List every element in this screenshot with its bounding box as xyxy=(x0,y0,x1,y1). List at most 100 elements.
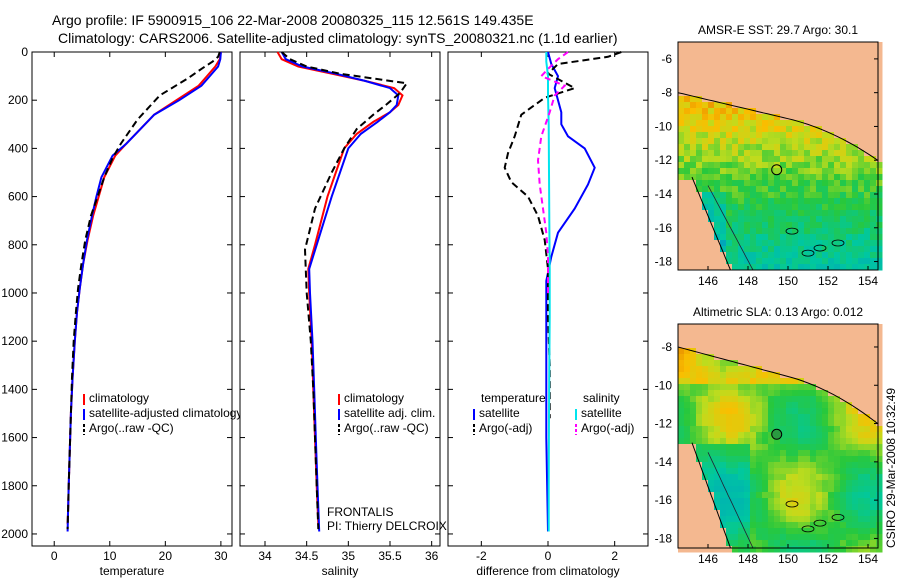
map-cell xyxy=(822,504,829,511)
map-cell xyxy=(864,258,871,265)
pi-name-label: PI: Thierry DELCROIX xyxy=(327,519,447,533)
map-cell xyxy=(726,252,733,259)
map-cell xyxy=(786,366,793,373)
map-cell xyxy=(822,444,829,451)
map-cell xyxy=(816,396,823,403)
map-cell xyxy=(684,408,691,415)
map-cell xyxy=(768,144,775,151)
map-cell xyxy=(684,468,691,475)
map-cell xyxy=(846,120,853,127)
map-cell xyxy=(822,426,829,433)
map-cell xyxy=(876,108,883,115)
x-tick-label: 34 xyxy=(258,549,272,563)
map-cell xyxy=(798,438,805,445)
map-cell xyxy=(810,456,817,463)
map-cell xyxy=(804,546,811,553)
map-cell xyxy=(822,252,829,259)
map-cell xyxy=(708,168,715,175)
series-line-salinity-argo-adj- xyxy=(536,51,569,293)
map-cell xyxy=(732,396,739,403)
map-cell xyxy=(774,138,781,145)
map-cell xyxy=(726,114,733,121)
map-cell xyxy=(834,534,841,541)
map-cell xyxy=(738,456,745,463)
map-cell xyxy=(786,330,793,337)
map-cell xyxy=(762,408,769,415)
map-cell xyxy=(798,72,805,79)
map-cell xyxy=(834,198,841,205)
map-cell xyxy=(870,510,877,517)
map-cell xyxy=(720,168,727,175)
map-cell xyxy=(768,78,775,85)
map-cell xyxy=(762,102,769,109)
map-cell xyxy=(720,426,727,433)
legend-label-argo: Argo(..raw -QC) xyxy=(89,421,174,435)
map-cell xyxy=(822,348,829,355)
map-cell xyxy=(756,504,763,511)
map-cell xyxy=(798,120,805,127)
map-cell xyxy=(714,444,721,451)
map-cell xyxy=(876,150,883,157)
map-cell xyxy=(756,384,763,391)
map-cell xyxy=(798,534,805,541)
map-cell xyxy=(804,444,811,451)
map-cell xyxy=(726,180,733,187)
map-cell xyxy=(780,366,787,373)
map-cell xyxy=(792,474,799,481)
map-cell xyxy=(732,144,739,151)
map-cell xyxy=(726,468,733,475)
map-cell xyxy=(690,504,697,511)
map-cell xyxy=(744,414,751,421)
map-cell xyxy=(738,378,745,385)
map-cell xyxy=(858,390,865,397)
map-cell xyxy=(714,216,721,223)
map-cell xyxy=(714,222,721,229)
map-cell xyxy=(768,450,775,457)
map-cell xyxy=(870,42,877,49)
map-cell xyxy=(684,390,691,397)
map-cell xyxy=(816,126,823,133)
map-cell xyxy=(678,474,685,481)
map-cell xyxy=(846,150,853,157)
map-cell xyxy=(792,66,799,73)
map-cell xyxy=(780,516,787,523)
map-cell xyxy=(852,516,859,523)
map-cell xyxy=(840,342,847,349)
map-cell xyxy=(858,528,865,535)
map-cell xyxy=(798,150,805,157)
map-cell xyxy=(756,60,763,67)
map-cell xyxy=(870,180,877,187)
map-cell xyxy=(810,114,817,121)
map-cell xyxy=(876,444,883,451)
map-cell xyxy=(792,96,799,103)
map-cell xyxy=(696,234,703,241)
map-cell xyxy=(762,48,769,55)
map-cell xyxy=(744,510,751,517)
map-cell xyxy=(738,324,745,331)
map-cell xyxy=(690,354,697,361)
map-cell xyxy=(864,324,871,331)
map-cell xyxy=(720,126,727,133)
map-cell xyxy=(828,438,835,445)
map-cell xyxy=(834,222,841,229)
map-cell xyxy=(726,396,733,403)
map-cell xyxy=(858,204,865,211)
map-cell xyxy=(810,474,817,481)
map-cell xyxy=(690,258,697,265)
map-cell xyxy=(804,96,811,103)
map-cell xyxy=(762,60,769,67)
map-cell xyxy=(774,504,781,511)
map-cell xyxy=(726,120,733,127)
map-cell xyxy=(708,462,715,469)
map-cell xyxy=(870,414,877,421)
map-cell xyxy=(828,534,835,541)
map-cell xyxy=(840,408,847,415)
map-cell xyxy=(858,480,865,487)
map-cell xyxy=(774,156,781,163)
map-cell xyxy=(864,72,871,79)
map-cell xyxy=(780,222,787,229)
map-cell xyxy=(822,192,829,199)
map-cell xyxy=(684,138,691,145)
map-cell xyxy=(720,222,727,229)
map-cell xyxy=(834,66,841,73)
